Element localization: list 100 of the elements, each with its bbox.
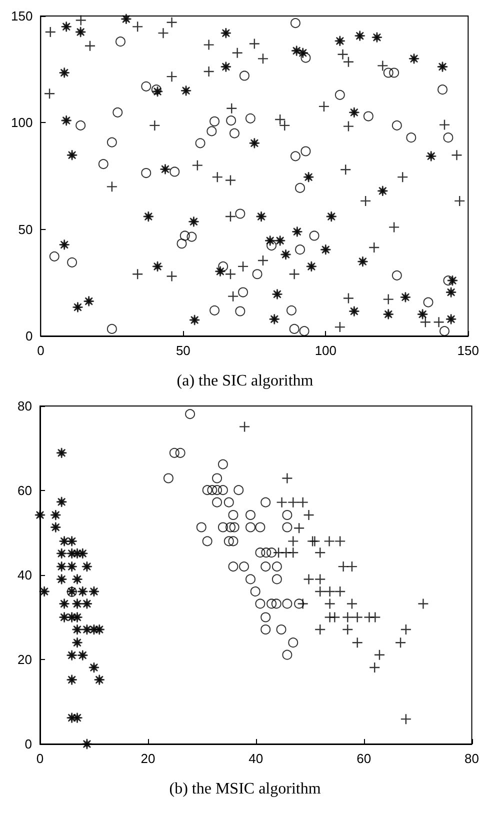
point xyxy=(234,485,244,496)
point xyxy=(255,598,266,609)
point xyxy=(392,120,402,130)
point xyxy=(260,624,271,634)
point xyxy=(290,18,300,28)
point xyxy=(318,100,330,112)
point xyxy=(60,114,72,126)
y-tick-label: 50 xyxy=(18,222,33,237)
point xyxy=(299,326,310,336)
y-tick-label: 150 xyxy=(10,8,33,24)
point xyxy=(58,239,70,250)
point xyxy=(56,560,68,572)
point xyxy=(303,574,314,585)
point xyxy=(214,266,226,277)
point xyxy=(192,160,204,171)
point xyxy=(363,111,374,122)
point xyxy=(56,548,68,560)
point xyxy=(438,84,448,95)
point xyxy=(212,485,222,496)
point xyxy=(245,510,256,520)
point xyxy=(67,257,78,268)
point xyxy=(446,274,458,286)
point xyxy=(212,473,222,484)
point xyxy=(229,522,240,532)
point xyxy=(374,649,386,660)
point xyxy=(77,650,88,661)
point xyxy=(81,598,93,610)
point xyxy=(66,149,78,161)
point xyxy=(202,485,212,496)
point xyxy=(210,305,220,316)
point xyxy=(72,637,83,648)
point xyxy=(260,562,271,572)
point xyxy=(377,185,388,197)
point xyxy=(56,574,68,585)
point xyxy=(224,174,236,186)
point xyxy=(282,650,292,660)
point xyxy=(338,560,349,572)
point xyxy=(272,562,282,572)
point xyxy=(188,216,200,228)
point xyxy=(163,473,174,484)
point xyxy=(202,536,212,546)
point xyxy=(306,260,318,272)
point xyxy=(88,586,100,598)
point xyxy=(248,138,260,149)
point xyxy=(72,574,83,585)
point xyxy=(166,270,178,282)
point xyxy=(66,560,78,572)
point xyxy=(354,30,366,42)
point xyxy=(266,548,277,558)
point xyxy=(60,21,72,32)
point xyxy=(72,598,83,610)
point xyxy=(180,230,190,241)
point xyxy=(357,256,368,268)
point xyxy=(274,235,286,246)
point xyxy=(239,562,250,572)
point xyxy=(397,171,408,183)
point xyxy=(272,288,283,300)
point xyxy=(210,116,220,126)
y-tick-label: 60 xyxy=(18,483,32,498)
point xyxy=(235,306,246,316)
point xyxy=(294,598,304,609)
point xyxy=(264,235,276,246)
point xyxy=(394,637,406,648)
point xyxy=(195,138,206,148)
point xyxy=(106,137,117,148)
point xyxy=(77,586,88,598)
point xyxy=(368,242,380,254)
point xyxy=(220,61,232,72)
x-tick-label: 50 xyxy=(176,343,190,358)
x-tick-label: 0 xyxy=(36,751,44,766)
point xyxy=(132,268,144,280)
point xyxy=(226,522,236,532)
point xyxy=(227,290,239,302)
point xyxy=(280,248,292,260)
point xyxy=(352,637,363,648)
point xyxy=(436,61,448,72)
point xyxy=(324,598,336,610)
point xyxy=(286,305,296,316)
point xyxy=(106,181,118,192)
point xyxy=(149,120,160,132)
point xyxy=(371,32,383,43)
point xyxy=(206,126,217,136)
point xyxy=(175,448,186,458)
point xyxy=(169,448,180,458)
point xyxy=(83,296,94,307)
point xyxy=(340,164,352,176)
point xyxy=(142,210,154,222)
point xyxy=(112,107,123,118)
point xyxy=(228,536,238,546)
point xyxy=(314,624,326,636)
point xyxy=(334,35,346,47)
point xyxy=(245,522,256,532)
point xyxy=(324,586,336,598)
point xyxy=(276,624,286,634)
point xyxy=(224,210,236,222)
point xyxy=(186,232,197,242)
point xyxy=(245,113,256,124)
point xyxy=(282,522,292,532)
point xyxy=(292,226,303,238)
x-tick-label: 80 xyxy=(464,751,480,766)
